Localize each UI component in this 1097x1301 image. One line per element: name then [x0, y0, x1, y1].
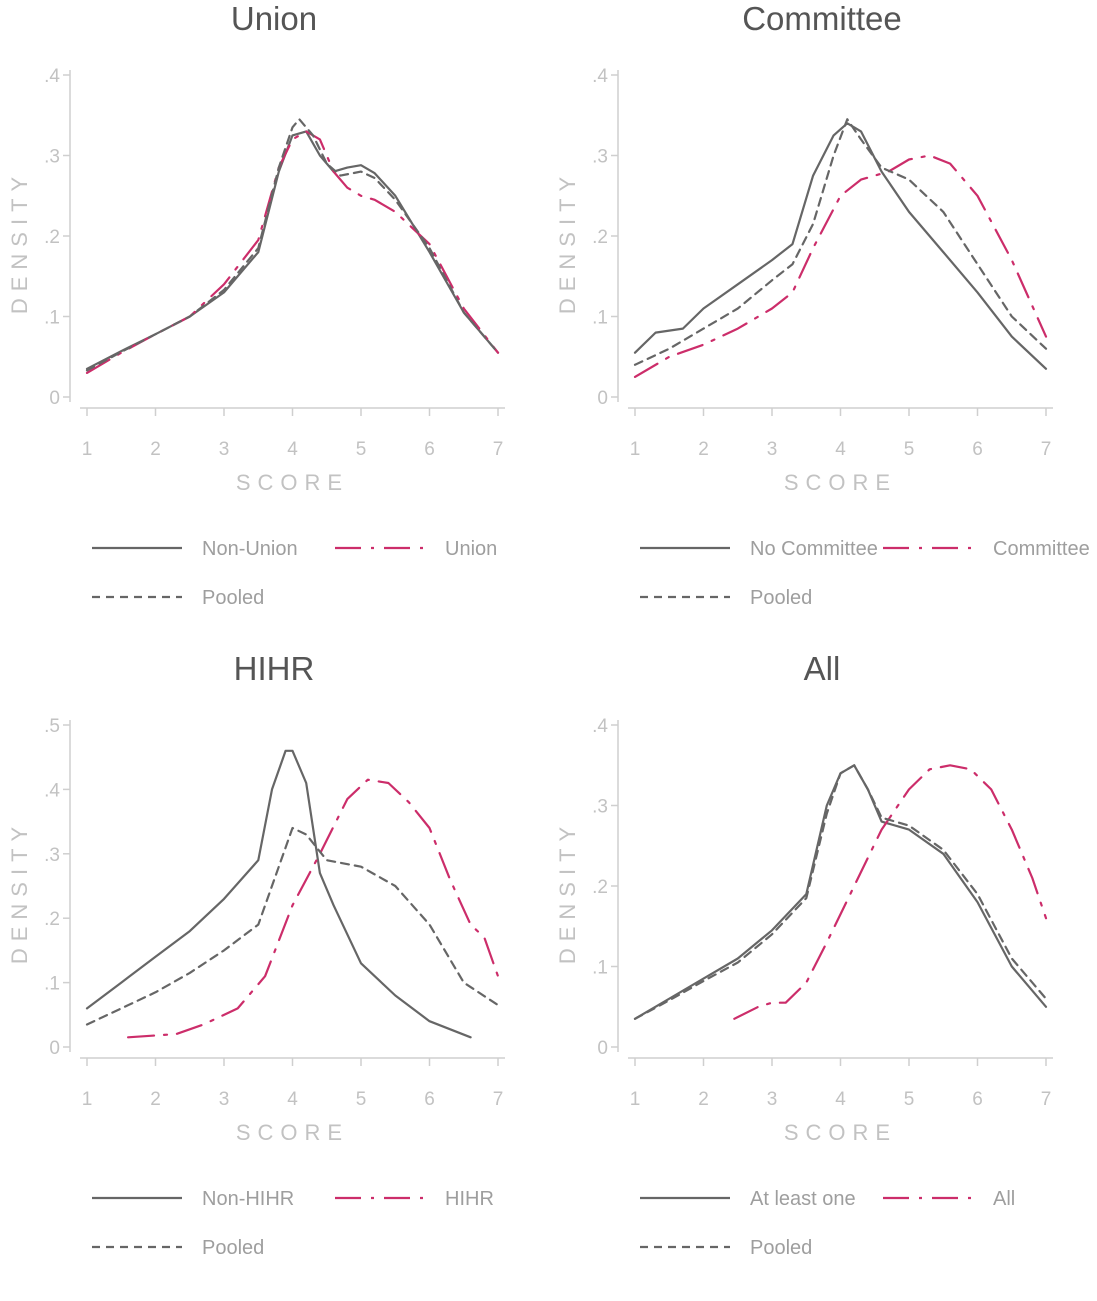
x-tick-label: 6: [972, 1089, 983, 1110]
x-tick-label: 7: [493, 439, 504, 460]
density-chart-committee: 1 2 3 4 5 6 7 0 .1 .2 .3 .4 SCORE DENSITY No Committee…: [555, 66, 1090, 609]
x-tick-label: 5: [356, 439, 367, 460]
x-tick-label: 1: [82, 1089, 93, 1110]
y-tick-label: .2: [44, 227, 60, 248]
y-tick-label: .2: [44, 909, 60, 930]
series-line-pooled: [633, 118, 1048, 366]
x-tick-label: 1: [630, 1089, 641, 1110]
x-tick-label: 2: [698, 1089, 709, 1110]
y-tick-label: .4: [44, 780, 60, 801]
density-chart-hihr: 1 2 3 4 5 6 7 0 .1 .2 .3 .4 .5 SCORE DENSITY Non-HIHR HI…: [7, 716, 505, 1259]
series-line-hihr: [127, 778, 500, 1039]
series-line-all: [733, 764, 1048, 1020]
x-tick-label: 2: [150, 1089, 161, 1110]
series-line-at-least-one: [633, 764, 1048, 1020]
y-tick-label: .3: [592, 797, 608, 818]
legend-label: At least one: [750, 1188, 856, 1210]
x-tick-label: 6: [424, 439, 435, 460]
y-tick-label: .1: [592, 308, 608, 329]
x-tick-label: 4: [287, 1089, 298, 1110]
x-tick-label: 7: [493, 1089, 504, 1110]
legend-label: Committee: [993, 538, 1090, 560]
legend-label: Pooled: [750, 1237, 812, 1259]
x-tick-label: 5: [904, 1089, 915, 1110]
legend-label: Pooled: [750, 587, 812, 609]
series-line-pooled: [633, 764, 1048, 1020]
y-axis-title: DENSITY: [7, 820, 32, 964]
y-tick-label: .3: [592, 147, 608, 168]
series-line-pooled: [85, 118, 500, 372]
x-tick-label: 4: [835, 439, 846, 460]
x-tick-label: 1: [82, 439, 93, 460]
legend-label: Union: [445, 538, 497, 560]
x-tick-label: 5: [356, 1089, 367, 1110]
x-tick-label: 4: [835, 1089, 846, 1110]
chart-panel-all: All 1 2 3 4 5 6 7 0 .1 .2 .3 .4 SCORE DENSITY At least…: [548, 650, 1096, 1300]
x-axis-title: SCORE: [236, 470, 349, 495]
x-axis-title: SCORE: [784, 1120, 897, 1145]
y-tick-label: .2: [592, 877, 608, 898]
y-tick-label: .3: [44, 845, 60, 866]
chart-panel-hihr: HIHR 1 2 3 4 5 6 7 0 .1 .2 .3 .4 .5 SCORE DENSITY Non-H…: [0, 650, 548, 1300]
x-tick-label: 3: [767, 1089, 778, 1110]
density-chart-all: 1 2 3 4 5 6 7 0 .1 .2 .3 .4 SCORE DENSITY At least one…: [555, 716, 1053, 1259]
chart-title: Union: [230, 0, 318, 37]
legend-label: Pooled: [202, 587, 264, 609]
legend-label: HIHR: [445, 1188, 494, 1210]
x-tick-label: 3: [767, 439, 778, 460]
x-tick-label: 2: [150, 439, 161, 460]
chart-title: All: [803, 650, 841, 687]
y-tick-label: .3: [44, 147, 60, 168]
x-tick-label: 7: [1041, 1089, 1052, 1110]
legend-label: Non-Union: [202, 538, 298, 560]
x-tick-label: 1: [630, 439, 641, 460]
series-line-committee: [633, 154, 1048, 378]
legend-label: All: [993, 1188, 1015, 1210]
chart-title: HIHR: [233, 650, 315, 687]
y-tick-label: .2: [592, 227, 608, 248]
chart-panel-committee: Committee 1 2 3 4 5 6 7 0 .1 .2 .3 .4 SCORE DENSITY No…: [548, 0, 1096, 650]
y-tick-label: 0: [597, 1038, 608, 1059]
y-axis-title: DENSITY: [555, 170, 580, 314]
y-axis-title: DENSITY: [555, 820, 580, 964]
x-tick-label: 7: [1041, 439, 1052, 460]
y-tick-label: 0: [49, 1038, 60, 1059]
y-tick-label: .1: [592, 958, 608, 979]
y-axis-title: DENSITY: [7, 170, 32, 314]
legend-label: Non-HIHR: [202, 1188, 294, 1210]
series-line-pooled: [85, 826, 500, 1026]
series-line-non-hihr: [85, 749, 472, 1039]
y-tick-label: .4: [592, 66, 608, 87]
x-axis-title: SCORE: [784, 470, 897, 495]
legend-label: Pooled: [202, 1237, 264, 1259]
chart-title: Committee: [742, 0, 902, 37]
y-tick-label: .5: [44, 716, 60, 737]
chart-panel-union: Union 1 2 3 4 5 6 7 0 .1 .2 .3 .4 SCORE DENSITY Non-Un…: [0, 0, 548, 650]
x-tick-label: 6: [424, 1089, 435, 1110]
y-tick-label: 0: [49, 388, 60, 409]
x-tick-label: 2: [698, 439, 709, 460]
x-tick-label: 3: [219, 439, 230, 460]
y-tick-label: .1: [44, 308, 60, 329]
x-tick-label: 5: [904, 439, 915, 460]
y-tick-label: .4: [592, 716, 608, 737]
series-line-no-committee: [633, 122, 1048, 370]
x-tick-label: 4: [287, 439, 298, 460]
y-tick-label: .1: [44, 974, 60, 995]
y-tick-label: 0: [597, 388, 608, 409]
legend-label: No Committee: [750, 538, 878, 560]
x-tick-label: 6: [972, 439, 983, 460]
series-line-non-union: [85, 130, 500, 370]
x-axis-title: SCORE: [236, 1120, 349, 1145]
x-tick-label: 3: [219, 1089, 230, 1110]
density-chart-union: 1 2 3 4 5 6 7 0 .1 .2 .3 .4 SCORE DENSITY Non-Union Uni…: [7, 66, 505, 609]
y-tick-label: .4: [44, 66, 60, 87]
